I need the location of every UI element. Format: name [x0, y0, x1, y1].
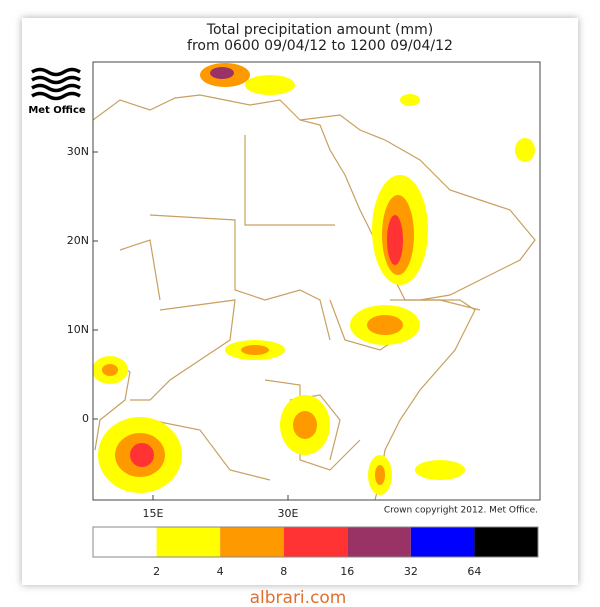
legend-tick-label: 16	[340, 565, 354, 578]
legend-swatch	[156, 527, 221, 557]
precipitation	[93, 63, 535, 495]
lon-label: 15E	[143, 507, 164, 520]
legend-border	[92, 526, 539, 558]
logo: Met Office	[28, 67, 86, 116]
legend-swatch	[283, 527, 348, 557]
lat-label: 30N	[67, 145, 89, 158]
lon-label: 30E	[278, 507, 299, 520]
copyright: Crown copyright 2012. Met Office.	[384, 506, 538, 516]
legend-tick-label: 4	[217, 565, 224, 578]
watermark: albrari.com	[250, 588, 347, 607]
lat-ticks: 30N 20N 10N 0	[67, 145, 98, 425]
lat-label: 20N	[67, 234, 89, 247]
legend-tick-label: 64	[467, 565, 481, 578]
lon-ticks: 15E 30E	[143, 495, 299, 520]
legend: 2 4 8 16 32 64	[92, 526, 539, 578]
title-line: Total precipitation amount (mm)	[206, 22, 433, 38]
legend-swatch	[93, 527, 157, 557]
legend-tick-label: 32	[404, 565, 418, 578]
legend-tick-label: 8	[280, 565, 287, 578]
legend-swatch	[474, 527, 538, 557]
lat-label: 0	[82, 412, 89, 425]
lat-label: 10N	[67, 323, 89, 336]
title-line: from 0600 09/04/12 to 1200 09/04/12	[187, 38, 453, 54]
logo-text: Met Office	[28, 105, 86, 116]
legend-tick-label: 2	[153, 565, 160, 578]
legend-swatch	[410, 527, 475, 557]
legend-swatch	[220, 527, 284, 557]
legend-swatch	[347, 527, 411, 557]
map	[93, 62, 540, 500]
map-border	[92, 61, 541, 501]
